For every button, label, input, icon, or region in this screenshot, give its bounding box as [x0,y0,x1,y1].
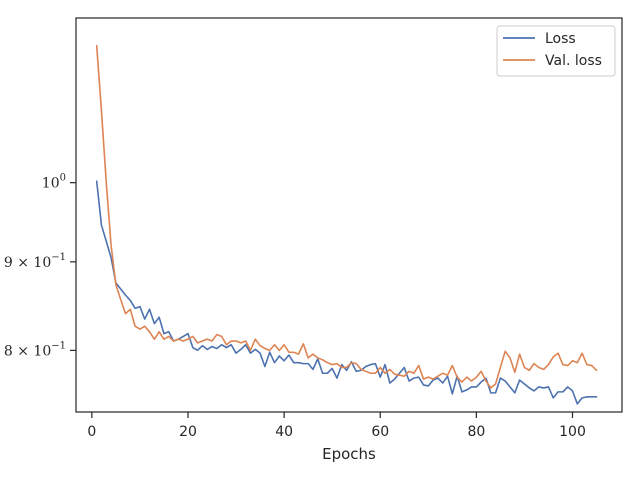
x-ticks: 0 20 40 60 80 100 [87,412,586,440]
series-layer [95,44,598,405]
axes-frame [75,17,623,413]
y-tick-label: 9 × 10−1 [4,252,66,271]
x-axis-label: Epochs [322,445,376,463]
y-tick-label: 100 [42,173,66,192]
series-line-val-loss [95,44,598,389]
plot-area: 0 20 40 60 80 100 100 9 × 10−1 8 × 10−1 [4,17,623,440]
x-tick-label: 60 [371,424,389,440]
x-tick-label: 80 [467,424,485,440]
x-tick-label: 0 [87,424,96,440]
x-tick-label: 20 [179,424,197,440]
x-tick-label: 40 [275,424,293,440]
legend: Loss Val. loss [496,25,616,77]
y-ticks: 100 9 × 10−1 8 × 10−1 [4,173,76,359]
legend-label-loss: Loss [545,31,576,47]
series-line-loss [95,180,598,405]
x-tick-label: 100 [559,424,586,440]
legend-label-val-loss: Val. loss [545,53,602,69]
y-tick-label: 8 × 10−1 [4,340,66,359]
